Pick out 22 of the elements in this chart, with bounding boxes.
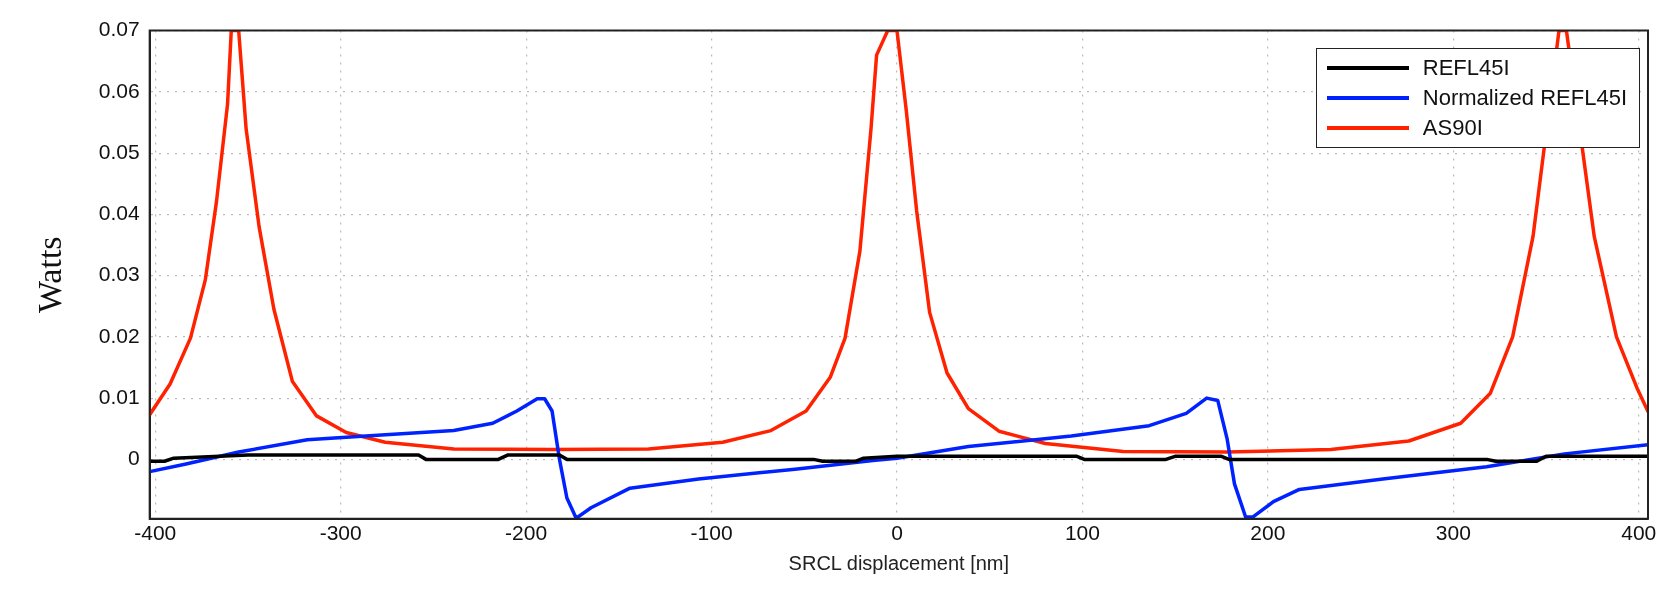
y-tick-label: 0.05: [98, 139, 140, 163]
x-tick-label: -400: [134, 521, 177, 545]
legend-label: AS90I: [1422, 114, 1483, 142]
y-tick-label: 0.06: [98, 78, 140, 102]
x-tick-label: -300: [319, 521, 362, 545]
x-tick-label: 0: [891, 521, 903, 545]
y-axis-title: Watts: [31, 236, 69, 313]
y-tick-label: 0.07: [98, 17, 140, 41]
x-tick-label: 300: [1435, 521, 1471, 545]
x-tick-label: -200: [505, 521, 548, 545]
x-tick-label: -100: [690, 521, 733, 545]
x-tick-label: 200: [1250, 521, 1286, 545]
x-tick-label: 400: [1621, 521, 1657, 545]
legend-label: REFL45I: [1422, 54, 1510, 82]
y-tick-label: 0.01: [98, 384, 140, 408]
x-tick-label: 100: [1064, 521, 1100, 545]
y-tick-label: 0.02: [98, 323, 140, 347]
x-axis-title: SRCL displacement [nm]: [788, 551, 1010, 574]
y-tick-label: 0: [127, 446, 140, 470]
y-tick-label: 0.04: [98, 201, 140, 225]
y-tick-label: 0.03: [98, 262, 140, 286]
legend-label: Normalized REFL45I: [1422, 84, 1627, 112]
